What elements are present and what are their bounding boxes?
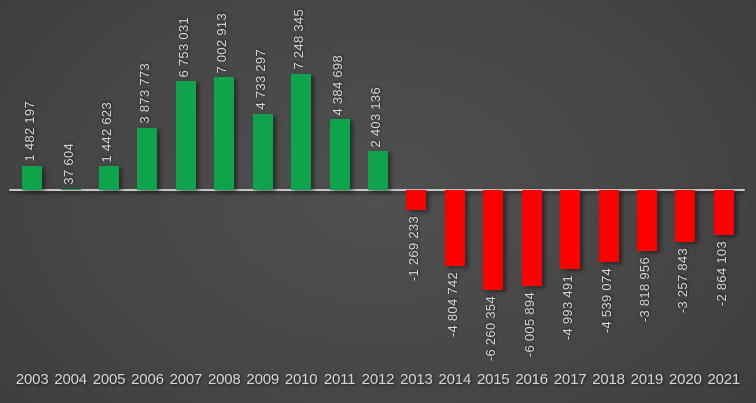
category-label-2007: 2007 [169,371,203,388]
category-label-2010: 2010 [284,371,318,388]
category-label-2009: 2009 [246,371,279,388]
category-label-2013: 2013 [400,371,433,388]
data-label-2010: 7 248 345 [291,8,307,70]
data-label-2021: -2 864 103 [713,241,729,307]
bar-2016[interactable] [521,189,542,286]
data-label-2009: 4 733 297 [252,49,268,110]
bar-2015[interactable] [483,189,504,290]
data-label-2006: 3 873 773 [137,62,153,124]
bar-2017[interactable] [560,189,581,270]
data-label-2003: 1 482 197 [22,101,38,162]
category-label-2003: 2003 [15,371,49,388]
data-label-2015: -6 260 354 [483,295,499,361]
category-label-2008: 2008 [208,371,241,388]
bar-2008[interactable] [214,77,235,190]
data-label-2020: -3 257 843 [675,247,691,313]
category-label-2005: 2005 [92,371,126,388]
bar-2010[interactable] [291,73,312,190]
category-label-2018: 2018 [592,371,625,388]
data-label-2014: -4 804 742 [444,272,460,338]
data-label-2007: 6 753 031 [175,16,191,78]
data-label-2016: -6 005 894 [521,291,537,357]
bar-2018[interactable] [598,189,619,263]
category-label-2019: 2019 [630,371,664,388]
category-label-2012: 2012 [361,371,395,388]
data-label-2019: -3 818 956 [636,256,652,322]
bar-2020[interactable] [675,189,696,242]
data-label-2004: 37 604 [60,142,76,185]
bar-2004[interactable] [60,188,81,190]
bar-2021[interactable] [713,189,734,236]
category-label-2020: 2020 [669,371,702,388]
bar-2007[interactable] [175,81,196,190]
category-label-2017: 2017 [553,371,587,388]
bar-2019[interactable] [636,189,657,251]
data-label-2018: -4 539 074 [598,268,614,334]
bar-2009[interactable] [252,113,273,190]
bar-2005[interactable] [99,166,120,190]
data-label-2008: 7 002 913 [214,12,230,74]
category-label-2011: 2011 [323,371,356,388]
data-label-2013: -1 269 233 [406,215,422,281]
category-label-2006: 2006 [131,371,164,388]
bar-2011[interactable] [329,119,350,190]
data-label-2012: 2 403 136 [367,86,383,148]
category-label-2004: 2004 [54,371,87,388]
bar-2014[interactable] [444,189,465,267]
data-label-2011: 4 384 698 [329,54,345,116]
data-label-2017: -4 993 491 [560,275,576,341]
category-label-2021: 2021 [707,371,741,388]
bar-2013[interactable] [406,189,427,210]
x-axis-line [9,188,745,191]
bar-2003[interactable] [22,165,43,190]
data-label-2005: 1 442 623 [99,101,115,163]
category-label-2015: 2015 [476,371,510,388]
bar-2012[interactable] [367,151,388,190]
category-label-2016: 2016 [515,371,548,388]
bar-2006[interactable] [137,127,158,190]
category-label-2014: 2014 [438,371,472,388]
